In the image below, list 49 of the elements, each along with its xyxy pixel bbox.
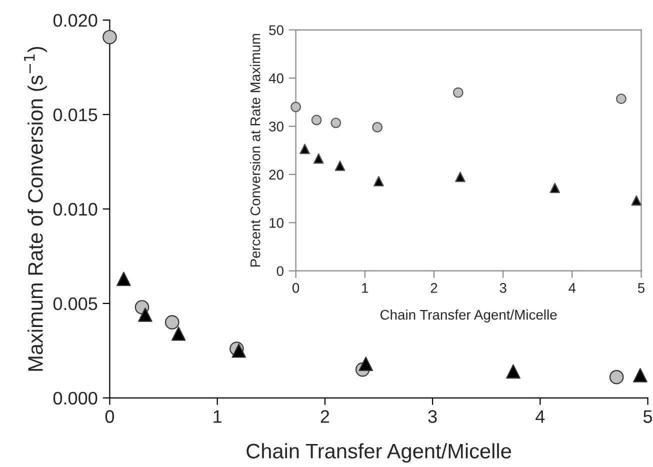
x-tick-label: 2: [430, 283, 438, 293]
y-tick-label: 0.000: [53, 392, 98, 405]
y-tick-label: 0.010: [53, 202, 98, 216]
y-tick-label: 50: [269, 25, 284, 36]
point: [372, 122, 383, 132]
y-tick-label: 20: [269, 170, 284, 180]
x-axis-title: Chain Transfer Agent/Micelle: [380, 310, 557, 322]
y-axis-title: Maximum Rate of Conversion (s$^{−1}$): [24, 46, 47, 371]
x-tick-label: 4: [536, 410, 545, 423]
point: [616, 94, 626, 104]
y-tick-label: 10: [270, 218, 284, 228]
point: [506, 364, 520, 379]
point: [631, 195, 642, 206]
point: [550, 182, 560, 194]
x-tick-label: 3: [500, 283, 506, 293]
point: [300, 144, 310, 154]
point: [116, 272, 131, 286]
point: [452, 87, 464, 98]
x-tick-label: 5: [638, 283, 645, 293]
y-tick-label: 0.005: [53, 297, 98, 310]
y-tick-label: 0: [276, 266, 284, 276]
point: [311, 114, 322, 126]
y-tick-label: 40: [268, 73, 284, 84]
x-axis-title: Chain Transfer Agent/Micelle: [246, 443, 511, 463]
point: [171, 326, 186, 341]
y-tick-label: 0.015: [53, 108, 98, 122]
x-tick-label: 4: [568, 283, 576, 293]
point: [164, 315, 180, 330]
point: [609, 370, 624, 384]
point: [313, 153, 324, 164]
y-tick-label: 0.020: [53, 14, 98, 27]
x-tick-label: 3: [428, 410, 437, 423]
point: [138, 308, 152, 322]
y-axis-title: Percent Conversion at Rate Maximum: [250, 34, 260, 267]
x-tick-label: 2: [320, 410, 330, 423]
x-tick-label: 1: [362, 283, 368, 293]
point: [633, 368, 648, 382]
point: [455, 172, 466, 182]
x-tick-label: 5: [643, 410, 652, 423]
x-tick-label: 0: [292, 283, 300, 293]
point: [330, 118, 342, 128]
point: [290, 102, 302, 112]
point: [374, 176, 384, 186]
point: [334, 160, 346, 172]
x-tick-label: 1: [214, 410, 222, 423]
point: [358, 356, 373, 372]
point: [102, 30, 117, 44]
y-tick-label: 30: [269, 122, 284, 132]
x-tick-label: 0: [105, 410, 114, 423]
